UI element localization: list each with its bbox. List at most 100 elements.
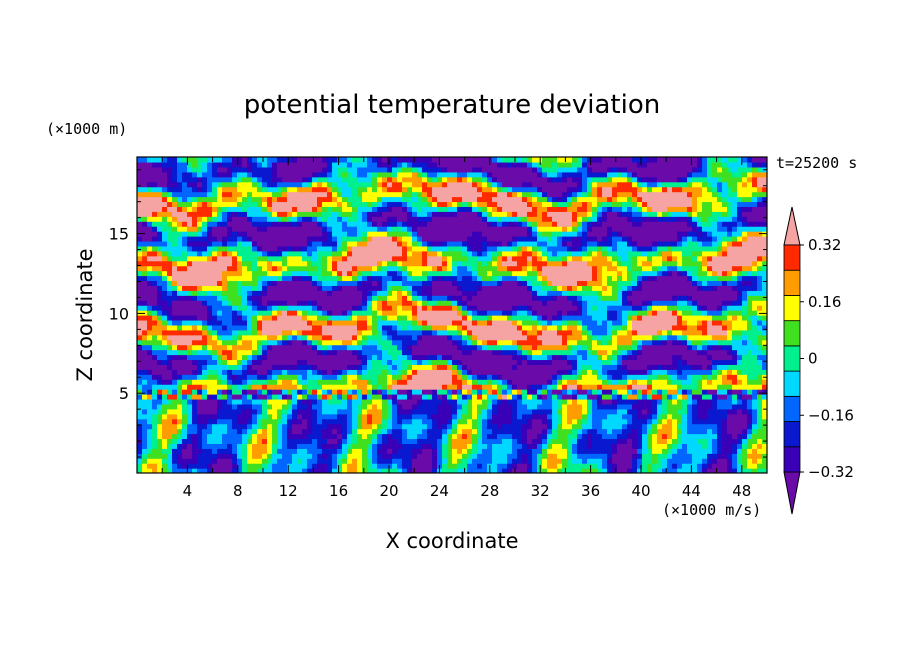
field-cell [557,285,563,291]
field-cell [592,339,598,346]
field-cell [617,334,623,341]
field-cell [442,369,448,375]
field-cell [482,305,488,311]
field-cell [647,418,653,425]
field-cell [367,394,373,400]
field-cell [597,334,603,341]
field-cell [657,280,663,286]
field-cell [437,349,443,356]
field-cell [142,398,148,405]
field-cell [247,285,253,291]
field-cell [202,300,208,306]
field-cell [487,354,493,361]
field-cell [592,305,598,311]
field-cell [452,433,458,440]
field-cell [482,468,488,473]
field-cell [462,349,468,356]
field-cell [552,290,558,296]
field-cell [427,329,433,336]
field-cell [662,349,668,356]
field-cell [612,384,618,390]
field-cell [622,324,628,331]
field-cell [537,344,543,351]
field-cell [512,428,518,435]
field-cell [662,398,668,405]
field-cell [732,364,738,370]
field-cell [592,369,598,375]
field-cell [407,423,413,430]
field-cell [542,295,548,301]
field-cell [412,438,418,444]
field-cell [672,305,678,311]
field-cell [467,364,473,370]
field-cell [407,408,413,415]
field-cell [752,418,758,425]
field-cell [627,324,633,331]
field-cell [342,344,348,351]
field-cell [347,398,353,405]
field-cell [412,394,418,400]
field-cell [447,468,453,473]
field-cell [192,369,198,375]
field-cell [482,448,488,454]
field-cell [637,334,643,341]
field-cell [642,364,648,370]
field-cell [577,354,583,361]
field-cell [702,458,708,464]
field-cell [632,433,638,440]
field-cell [212,359,218,365]
field-cell [462,310,468,316]
field-cell [422,418,428,425]
field-cell [272,329,278,336]
field-cell [542,389,548,395]
field-cell [307,290,313,296]
field-cell [362,374,368,380]
field-cell [602,364,608,370]
field-cell [322,359,328,365]
field-cell [587,285,593,291]
field-cell [542,468,548,473]
field-cell [347,310,353,316]
field-cell [542,384,548,390]
field-cell [362,334,368,341]
field-cell [657,339,663,346]
field-cell [377,443,383,449]
field-cell [282,408,288,415]
field-cell [217,329,223,336]
field-cell [267,374,273,380]
field-cell [462,413,468,420]
field-cell [392,349,398,356]
field-cell [342,339,348,346]
field-cell [502,344,508,351]
field-cell [752,359,758,365]
field-cell [447,339,453,346]
field-cell [247,458,253,464]
field-cell [277,295,283,301]
field-cell [647,453,653,459]
field-cell [552,379,558,385]
field-cell [457,384,463,390]
field-cell [602,384,608,390]
field-cell [202,359,208,365]
field-cell [162,285,168,291]
field-cell [397,319,403,326]
field-cell [492,418,498,425]
field-cell [272,349,278,356]
field-cell [377,339,383,346]
field-cell [347,458,353,464]
field-cell [467,403,473,410]
field-cell [307,295,313,301]
field-cell [607,448,613,454]
field-cell [722,418,728,425]
field-cell [692,468,698,473]
field-cell [392,418,398,425]
field-cell [222,344,228,351]
field-cell [637,413,643,420]
field-cell [292,458,298,464]
field-cell [152,453,158,459]
field-cell [452,453,458,459]
field-cell [507,334,513,341]
field-cell [752,443,758,449]
field-cell [742,394,748,400]
field-cell [287,438,293,444]
